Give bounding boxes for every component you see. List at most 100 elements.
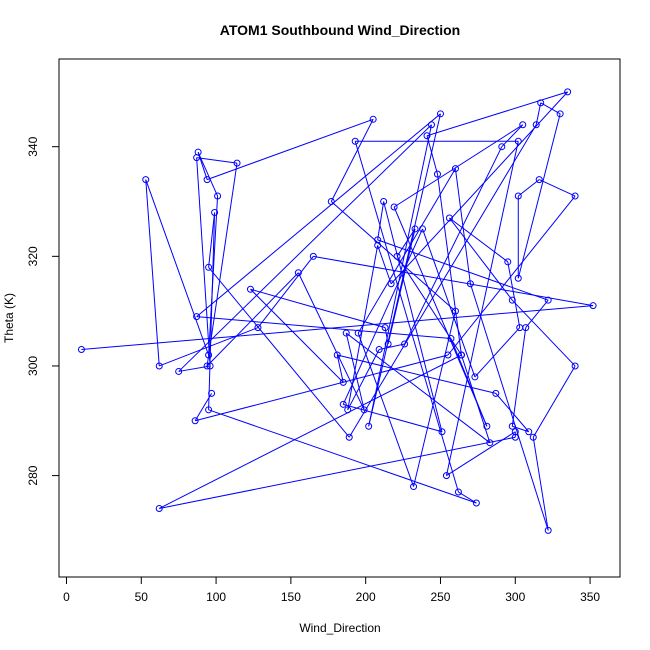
series-segment [532,365,576,438]
x-tick-label: 350 [580,590,600,604]
series-segment [347,349,380,411]
series-segment [393,206,488,427]
data-point [205,263,213,271]
data-point [369,115,377,123]
data-point [233,159,241,167]
data-point [390,203,398,211]
series-segment [393,124,524,208]
data-point [447,335,455,343]
data-point [519,121,527,129]
x-axis: 0 50 100 150 200 250 300 350 [63,576,600,604]
data-point [206,362,214,370]
data-point [535,176,543,184]
series-segment [368,113,441,427]
x-axis-label: Wind_Direction [299,621,380,635]
data-point [466,280,474,288]
data-point [365,422,373,430]
data-point [387,280,395,288]
series-segment [250,288,386,329]
series-segment [197,151,219,197]
series-segment [159,436,516,509]
series-segment [357,332,415,487]
series-segment [250,288,344,383]
data-point [205,351,213,359]
data-point [384,340,392,348]
y-tick-label: 280 [26,465,40,485]
series-segment [145,179,210,356]
data-point [401,340,409,348]
series-segment [206,163,238,367]
series-segment [404,146,503,345]
x-tick-label: 250 [430,590,450,604]
y-axis: 280 300 320 340 [26,136,60,486]
data-point [254,324,262,332]
series-segment [377,245,392,284]
x-tick-label: 50 [135,590,149,604]
series-segment [445,141,519,476]
series-segment [330,119,374,202]
data-point [511,428,519,436]
series-segment [540,102,561,115]
data-point [514,274,522,282]
data-point [193,154,201,162]
series-segment [345,332,491,444]
series-segment [517,113,561,279]
series-segment [495,393,530,433]
data-point [309,252,317,260]
data-point [433,170,441,178]
x-tick-label: 300 [505,590,525,604]
series-segment [383,201,443,432]
series-segment [208,266,350,438]
series-segment [206,272,299,367]
series-segment [159,354,462,509]
data-point [492,389,500,397]
series-segment [507,261,521,328]
series-segment [377,201,385,240]
y-tick-label: 300 [26,356,40,376]
data-point [457,351,465,359]
series-segment [426,91,568,137]
x-tick-label: 0 [63,590,70,604]
data-point [175,367,183,375]
series-segment [178,365,211,372]
data-point [532,121,540,129]
series-segment [196,113,441,318]
data-point [155,362,163,370]
data-point [529,433,537,441]
data-point [471,373,479,381]
data-point [193,313,201,321]
data-point [327,198,335,206]
data-point [333,351,341,359]
data-point [544,526,552,534]
data-point [483,422,491,430]
series-segment [297,272,365,411]
data-points [77,88,597,534]
data-point [351,137,359,145]
data-point [451,165,459,173]
series-theta [81,91,594,531]
data-point [380,198,388,206]
series-segment [539,179,576,197]
data-point [208,389,216,397]
y-tick-label: 320 [26,246,40,266]
data-point [203,176,211,184]
data-point [436,110,444,118]
y-tick-label: 340 [26,136,40,156]
series-segment [511,299,576,367]
data-point [428,121,436,129]
series-segment [196,157,238,164]
series-segment [206,118,374,181]
data-point [339,378,347,386]
data-point [381,324,389,332]
data-point [203,362,211,370]
series-segment [396,228,416,257]
data-point [155,504,163,512]
data-point [444,351,452,359]
series-segment [532,437,549,531]
series-segment [517,179,540,197]
series-segment [208,212,216,410]
series-segment [426,135,438,175]
data-point [77,346,85,354]
series-segment [343,403,443,433]
